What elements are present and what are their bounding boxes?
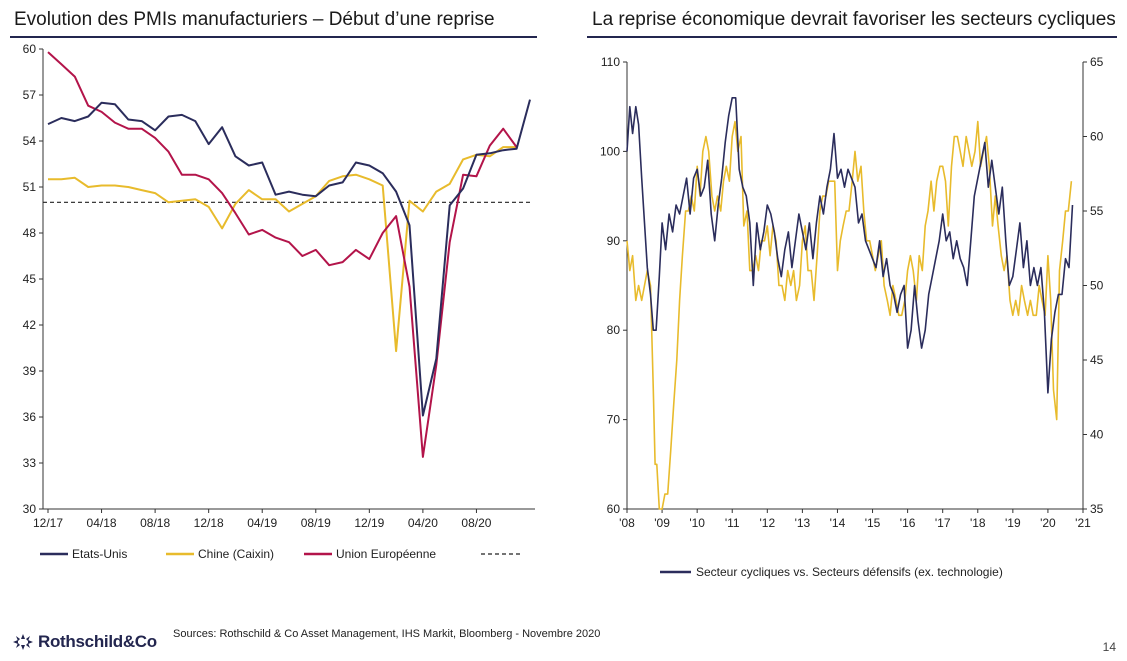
- series-line-cyclicals: [626, 96, 1074, 394]
- right-y-tick-label: 45: [1090, 353, 1104, 367]
- left-y-tick-label: 90: [607, 234, 621, 248]
- x-tick-label: '17: [935, 516, 951, 530]
- y-tick-label: 51: [23, 180, 37, 194]
- left-chart-title: Evolution des PMIs manufacturiers – Débu…: [14, 9, 495, 30]
- sources-note: Sources: Rothschild & Co Asset Managemen…: [173, 628, 601, 640]
- y-tick-label: 54: [23, 134, 37, 148]
- series-line-1: [48, 146, 517, 353]
- right-y-tick-label: 50: [1090, 279, 1104, 293]
- left-y-tick-label: 110: [601, 55, 620, 69]
- x-tick-label: '16: [900, 516, 916, 530]
- x-tick-label: '13: [795, 516, 811, 530]
- x-tick-label: '12: [759, 516, 775, 530]
- x-tick-label: 08/18: [140, 516, 170, 530]
- x-tick-label: '09: [654, 516, 670, 530]
- rothschild-logo: Rothschild&Co: [12, 629, 157, 655]
- page-number: 14: [1102, 640, 1116, 654]
- right-y-tick-label: 35: [1090, 502, 1104, 516]
- x-tick-label: 04/19: [247, 516, 277, 530]
- y-tick-label: 30: [23, 502, 37, 516]
- cyclicals-chart: 60 70 80 90 100 110 35 40 45 50 55 60 65 '08 '09 '10 '11…: [600, 55, 1104, 579]
- left-y-tick-label: 70: [607, 413, 621, 427]
- right-y-tick-label: 40: [1090, 428, 1104, 442]
- right-title-rule: [587, 36, 1117, 38]
- x-tick-label: 08/20: [461, 516, 491, 530]
- logo-text: Rothschild&Co: [38, 632, 157, 651]
- right-y-tick-label: 55: [1090, 204, 1104, 218]
- x-tick-label: '11: [725, 516, 740, 530]
- left-title-rule: [10, 36, 537, 38]
- x-tick-label: 04/20: [408, 516, 438, 530]
- y-tick-label: 39: [23, 364, 37, 378]
- legend-label: Union Européenne: [336, 547, 436, 561]
- x-tick-label: '10: [689, 516, 705, 530]
- y-tick-label: 36: [23, 410, 37, 424]
- y-tick-label: 45: [23, 272, 37, 286]
- x-tick-label: 12/17: [33, 516, 63, 530]
- right-y-tick-label: 65: [1090, 55, 1104, 69]
- right-y-tick-label: 60: [1090, 130, 1104, 144]
- left-y-tick-label: 80: [607, 323, 621, 337]
- x-tick-label: '18: [970, 516, 986, 530]
- x-tick-label: '21: [1075, 516, 1091, 530]
- x-tick-label: '20: [1040, 516, 1056, 530]
- x-tick-label: 08/19: [301, 516, 331, 530]
- arrows-logo-icon: [13, 634, 33, 650]
- x-tick-label: '14: [830, 516, 846, 530]
- y-tick-label: 42: [23, 318, 37, 332]
- legend-label: Etats-Unis: [72, 547, 127, 561]
- left-y-tick-label: 100: [600, 144, 620, 158]
- left-y-tick-label: 60: [607, 502, 621, 516]
- right-chart-title: La reprise économique devrait favoriser …: [592, 9, 1116, 30]
- y-tick-label: 57: [23, 88, 37, 102]
- x-tick-label: '19: [1005, 516, 1021, 530]
- y-tick-label: 48: [23, 226, 37, 240]
- x-tick-label: '15: [865, 516, 881, 530]
- y-tick-label: 60: [23, 42, 37, 56]
- series-line-0: [47, 99, 531, 417]
- y-tick-label: 33: [23, 456, 37, 470]
- x-tick-label: 04/18: [87, 516, 117, 530]
- legend-label: Chine (Caixin): [198, 547, 274, 561]
- x-tick-label: '08: [619, 516, 635, 530]
- x-tick-label: 12/19: [354, 516, 384, 530]
- legend-label: Secteur cycliques vs. Secteurs défensifs…: [696, 565, 1003, 579]
- x-tick-label: 12/18: [194, 516, 224, 530]
- pmi-chart: 30 33 36 39 42 45 48 51 54 57 60 12/17 04/18 08/18 12/…: [23, 42, 535, 561]
